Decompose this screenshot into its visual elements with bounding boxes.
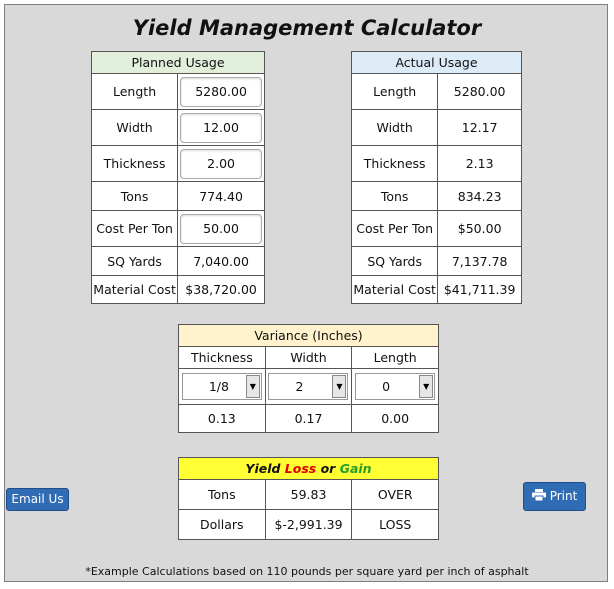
width-variance-result: 0.17 — [264, 404, 353, 433]
planned-material-cost-value: $38,720.00 — [177, 275, 265, 304]
actual-thickness-label: Thickness — [350, 145, 439, 182]
yield-tons-label: Tons — [178, 479, 266, 510]
actual-row-tons: Tons 834.23 — [350, 181, 522, 211]
actual-width-label: Width — [350, 109, 439, 146]
actual-usage-table: Actual Usage Length 5280.00 Width 12.17 Thic… — [350, 51, 522, 304]
planned-material-cost-label: Material Cost — [90, 275, 179, 304]
actual-thickness-value: 2.13 — [437, 145, 522, 182]
yield-dollars-value: $-2,991.39 — [264, 509, 353, 540]
print-button[interactable]: Print — [523, 482, 586, 511]
planned-tons-value: 774.40 — [177, 181, 265, 211]
planned-width-label: Width — [90, 109, 179, 146]
yield-tons-status: OVER — [351, 479, 439, 510]
planned-cost-per-ton-input[interactable]: 50.00 — [180, 213, 263, 244]
planned-row-cost-per-ton: Cost Per Ton 50.00 — [90, 210, 265, 247]
yield-tons-value: 59.83 — [264, 479, 353, 510]
yield-table: Yield Loss or Gain Tons 59.83 OVER Dolla… — [178, 457, 439, 540]
yield-header-prefix: Yield — [245, 461, 285, 476]
planned-width-input[interactable]: 12.00 — [180, 112, 263, 143]
print-label: Print — [549, 489, 578, 503]
thickness-variance-result: 0.13 — [178, 404, 266, 433]
variance-col-width: Width — [264, 346, 353, 369]
yield-header: Yield Loss or Gain — [178, 457, 439, 480]
actual-usage-header: Actual Usage — [351, 51, 522, 74]
planned-tons-label: Tons — [90, 181, 179, 211]
yield-header-loss: Loss — [284, 461, 317, 476]
variance-col-length: Length — [351, 346, 439, 369]
actual-width-value: 12.17 — [437, 109, 522, 146]
actual-length-label: Length — [350, 73, 439, 110]
actual-sq-yards-value: 7,137.78 — [437, 246, 522, 276]
thickness-variance-cell: 1/8 ▼ — [178, 368, 266, 405]
planned-row-tons: Tons 774.40 — [90, 181, 265, 211]
planned-length-label: Length — [90, 73, 179, 110]
planned-length-input[interactable]: 5280.00 — [180, 76, 263, 107]
actual-cost-per-ton-value: $50.00 — [437, 210, 522, 247]
variance-table: Variance (Inches) Thickness Width Length… — [178, 324, 439, 433]
length-variance-select[interactable]: 0 ▼ — [355, 373, 436, 400]
length-variance-value: 0 — [382, 379, 391, 394]
planned-length-cell: 5280.00 — [177, 73, 265, 110]
planned-sq-yards-label: SQ Yards — [90, 246, 179, 276]
planned-row-sq-yards: SQ Yards 7,040.00 — [90, 246, 265, 276]
length-variance-cell: 0 ▼ — [351, 368, 439, 405]
width-variance-cell: 2 ▼ — [264, 368, 353, 405]
dropdown-arrow-icon[interactable]: ▼ — [332, 375, 347, 398]
actual-length-value: 5280.00 — [437, 73, 522, 110]
yield-dollars-status: LOSS — [351, 509, 439, 540]
planned-row-length: Length 5280.00 — [90, 73, 265, 110]
actual-row-material-cost: Material Cost $41,711.39 — [350, 275, 522, 304]
yield-dollars-label: Dollars — [178, 509, 266, 540]
page-title: Yield Management Calculator — [132, 16, 482, 40]
planned-thickness-input[interactable]: 2.00 — [180, 148, 263, 179]
footnote: *Example Calculations based on 110 pound… — [85, 565, 529, 578]
planned-thickness-cell: 2.00 — [177, 145, 265, 182]
printer-icon — [531, 489, 546, 502]
actual-tons-value: 834.23 — [437, 181, 522, 211]
planned-row-thickness: Thickness 2.00 — [90, 145, 265, 182]
actual-material-cost-label: Material Cost — [350, 275, 439, 304]
actual-tons-label: Tons — [350, 181, 439, 211]
thickness-variance-select[interactable]: 1/8 ▼ — [181, 373, 262, 400]
planned-sq-yards-value: 7,040.00 — [177, 246, 265, 276]
email-us-label: Email Us — [11, 492, 64, 506]
planned-row-material-cost: Material Cost $38,720.00 — [90, 275, 265, 304]
width-variance-value: 2 — [295, 379, 304, 394]
width-variance-select[interactable]: 2 ▼ — [268, 373, 349, 400]
yield-header-or: or — [316, 461, 340, 476]
planned-cost-per-ton-cell: 50.00 — [177, 210, 265, 247]
variance-header: Variance (Inches) — [178, 324, 439, 347]
email-us-button[interactable]: Email Us — [6, 488, 69, 511]
length-variance-result: 0.00 — [351, 404, 439, 433]
actual-row-width: Width 12.17 — [350, 109, 522, 146]
yield-header-gain: Gain — [339, 461, 372, 476]
planned-usage-header: Planned Usage — [91, 51, 265, 74]
planned-thickness-label: Thickness — [90, 145, 179, 182]
actual-row-length: Length 5280.00 — [350, 73, 522, 110]
actual-row-thickness: Thickness 2.13 — [350, 145, 522, 182]
dropdown-arrow-icon[interactable]: ▼ — [419, 375, 434, 398]
planned-cost-per-ton-label: Cost Per Ton — [90, 210, 179, 247]
actual-row-cost-per-ton: Cost Per Ton $50.00 — [350, 210, 522, 247]
actual-material-cost-value: $41,711.39 — [437, 275, 522, 304]
planned-width-cell: 12.00 — [177, 109, 265, 146]
actual-sq-yards-label: SQ Yards — [350, 246, 439, 276]
planned-usage-table: Planned Usage Length 5280.00 Width 12.00 Thi… — [90, 51, 265, 304]
thickness-variance-value: 1/8 — [208, 379, 229, 394]
variance-col-thickness: Thickness — [178, 346, 266, 369]
actual-row-sq-yards: SQ Yards 7,137.78 — [350, 246, 522, 276]
planned-row-width: Width 12.00 — [90, 109, 265, 146]
actual-cost-per-ton-label: Cost Per Ton — [350, 210, 439, 247]
dropdown-arrow-icon[interactable]: ▼ — [245, 375, 260, 398]
